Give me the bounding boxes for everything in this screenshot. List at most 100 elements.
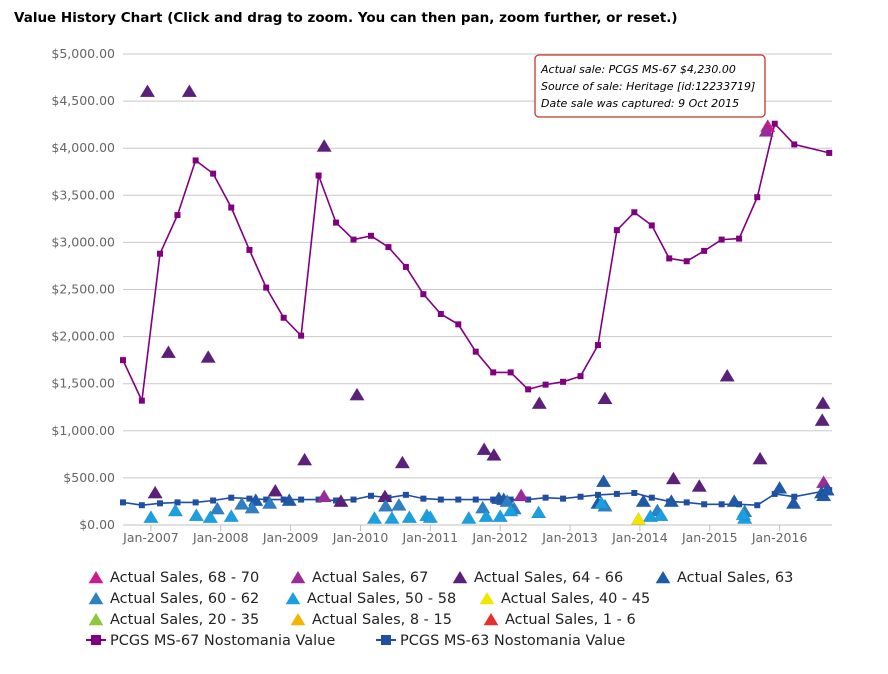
value-point[interactable]: [542, 494, 549, 501]
value-point[interactable]: [420, 291, 427, 298]
value-point[interactable]: [120, 357, 126, 364]
legend-item[interactable]: Actual Sales, 68 - 70: [88, 570, 260, 586]
value-point[interactable]: [648, 494, 655, 501]
sale-point[interactable]: [316, 489, 332, 503]
sale-point[interactable]: [814, 412, 831, 426]
value-point[interactable]: [333, 219, 340, 226]
value-point[interactable]: [701, 501, 708, 508]
value-point[interactable]: [192, 499, 199, 506]
value-point[interactable]: [701, 247, 708, 254]
sale-point[interactable]: [531, 395, 548, 409]
value-point[interactable]: [402, 491, 409, 498]
value-point[interactable]: [315, 172, 322, 179]
sale-point[interactable]: [316, 138, 332, 152]
value-point[interactable]: [350, 496, 357, 503]
legend-item[interactable]: PCGS MS-67 Nostomania Value: [86, 633, 335, 649]
sale-point[interactable]: [349, 387, 365, 401]
value-point[interactable]: [174, 212, 181, 219]
sale-point[interactable]: [460, 510, 477, 524]
value-point[interactable]: [648, 222, 655, 229]
sale-point[interactable]: [513, 488, 529, 502]
value-point[interactable]: [367, 232, 374, 239]
value-point[interactable]: [157, 250, 164, 257]
sale-point[interactable]: [167, 503, 184, 517]
value-point[interactable]: [594, 491, 601, 498]
value-point[interactable]: [437, 310, 444, 317]
sale-point[interactable]: [147, 485, 163, 499]
sale-point[interactable]: [663, 493, 680, 507]
value-point[interactable]: [683, 499, 690, 506]
sale-point[interactable]: [188, 508, 205, 522]
sale-point[interactable]: [333, 493, 349, 507]
value-point[interactable]: [350, 236, 357, 243]
value-point[interactable]: [280, 496, 287, 503]
value-point[interactable]: [263, 496, 270, 503]
sale-point[interactable]: [752, 451, 768, 465]
sale-point[interactable]: [476, 442, 492, 456]
value-point[interactable]: [246, 495, 253, 502]
legend-item[interactable]: Actual Sales, 50 - 58: [285, 591, 457, 607]
value-point[interactable]: [791, 493, 798, 500]
value-point[interactable]: [298, 332, 305, 339]
value-point[interactable]: [455, 496, 462, 503]
sale-point[interactable]: [486, 447, 502, 461]
sale-point[interactable]: [499, 493, 515, 507]
value-point[interactable]: [560, 495, 567, 502]
sale-point[interactable]: [595, 474, 612, 488]
legend-item[interactable]: Actual Sales, 40 - 45: [479, 591, 651, 607]
sale-point[interactable]: [819, 482, 835, 496]
value-point[interactable]: [613, 490, 620, 497]
sale-point[interactable]: [401, 509, 418, 523]
value-point[interactable]: [631, 209, 638, 216]
value-point[interactable]: [138, 397, 145, 404]
sale-point[interactable]: [267, 483, 284, 497]
value-point[interactable]: [157, 500, 164, 507]
value-point[interactable]: [138, 502, 145, 509]
sale-point[interactable]: [281, 493, 298, 507]
sale-point[interactable]: [366, 510, 383, 524]
legend-item[interactable]: Actual Sales, 64 - 66: [452, 570, 624, 586]
value-point[interactable]: [525, 496, 532, 503]
sale-point[interactable]: [665, 471, 682, 485]
sale-point[interactable]: [726, 493, 742, 507]
value-point[interactable]: [210, 170, 217, 177]
value-point[interactable]: [455, 321, 462, 328]
sale-point[interactable]: [244, 500, 261, 514]
value-point[interactable]: [577, 493, 584, 500]
value-point[interactable]: [472, 496, 479, 503]
value-point[interactable]: [280, 314, 287, 321]
sale-point[interactable]: [735, 507, 752, 521]
sale-point[interactable]: [719, 368, 736, 382]
value-point[interactable]: [490, 369, 497, 376]
sale-point[interactable]: [223, 509, 240, 523]
sale-point[interactable]: [642, 509, 659, 523]
sale-point[interactable]: [474, 500, 491, 514]
value-point[interactable]: [525, 386, 532, 393]
plot-area[interactable]: [120, 84, 835, 525]
value-point[interactable]: [228, 494, 235, 501]
sale-point[interactable]: [691, 478, 708, 492]
sale-point[interactable]: [653, 508, 669, 522]
sale-point[interactable]: [384, 510, 400, 524]
sale-point[interactable]: [593, 495, 610, 509]
value-point[interactable]: [437, 496, 444, 503]
legend-item[interactable]: PCGS MS-63 Nostomania Value: [376, 633, 625, 649]
sale-point[interactable]: [502, 503, 519, 517]
value-point[interactable]: [192, 157, 199, 164]
value-point[interactable]: [613, 227, 620, 234]
sale-point[interactable]: [200, 349, 217, 363]
value-point[interactable]: [718, 501, 725, 508]
sale-point[interactable]: [530, 505, 547, 519]
value-point[interactable]: [507, 496, 514, 503]
sale-point[interactable]: [261, 495, 278, 509]
value-point[interactable]: [754, 502, 761, 509]
value-point[interactable]: [263, 284, 270, 291]
sale-point[interactable]: [181, 84, 198, 98]
value-point[interactable]: [791, 141, 798, 148]
value-point[interactable]: [542, 381, 549, 388]
sale-point[interactable]: [422, 509, 439, 523]
value-point[interactable]: [771, 490, 778, 497]
value-point[interactable]: [718, 236, 725, 243]
sale-point[interactable]: [785, 495, 802, 509]
